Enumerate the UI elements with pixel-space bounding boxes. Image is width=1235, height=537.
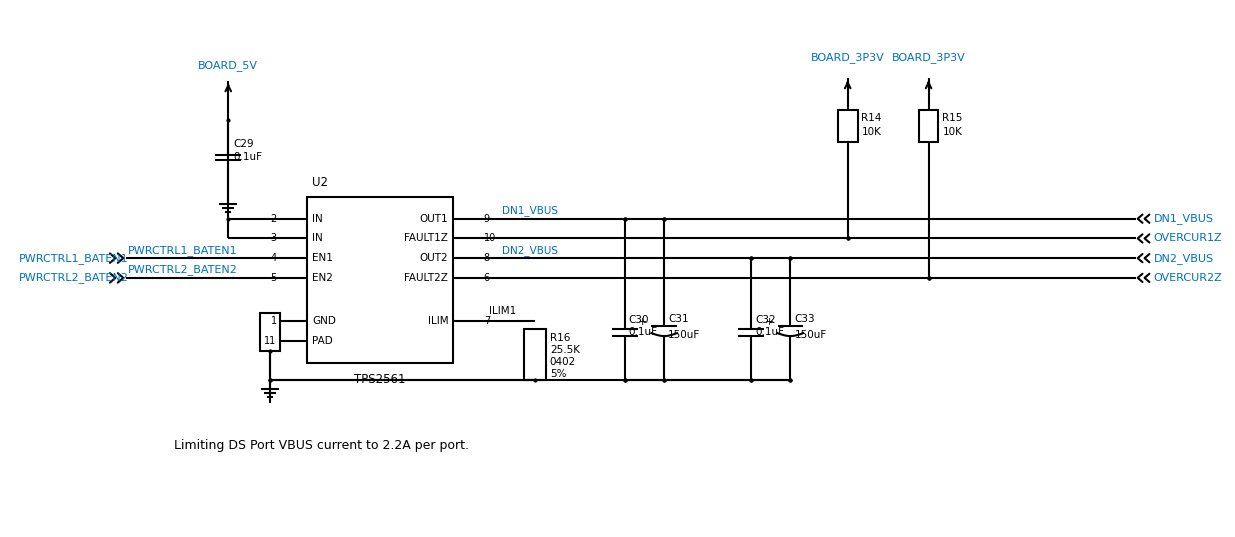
Text: R15: R15 [942,113,963,123]
Text: PAD: PAD [312,336,333,346]
Text: DN2_VBUS: DN2_VBUS [1153,253,1214,264]
Bar [308,197,453,362]
Text: IN: IN [312,214,322,224]
Text: 10: 10 [484,234,496,243]
Text: OUT1: OUT1 [420,214,448,224]
Text: 5: 5 [270,273,277,283]
Text: 0.1uF: 0.1uF [233,151,262,162]
Text: +: + [638,317,647,327]
Text: +: + [764,317,773,327]
Text: U2: U2 [312,176,329,189]
Bar [524,329,546,380]
Text: R14: R14 [862,113,882,123]
Text: Limiting DS Port VBUS current to 2.2A per port.: Limiting DS Port VBUS current to 2.2A pe… [174,439,469,452]
Text: PWRCTRL2_BATEN2: PWRCTRL2_BATEN2 [20,272,128,284]
Text: EN1: EN1 [312,253,333,263]
Text: 0.1uF: 0.1uF [755,327,784,337]
Text: PWRCTRL1_BATEN1: PWRCTRL1_BATEN1 [127,245,237,256]
Text: 150uF: 150uF [668,330,700,340]
Text: OVERCUR2Z: OVERCUR2Z [1153,273,1223,283]
Text: 5%: 5% [550,368,567,379]
Text: C31: C31 [668,314,689,324]
Text: ILIM1: ILIM1 [489,307,516,316]
Text: OVERCUR1Z: OVERCUR1Z [1153,234,1223,243]
Text: PWRCTRL1_BATEN1: PWRCTRL1_BATEN1 [20,253,128,264]
Text: 6: 6 [484,273,490,283]
Text: DN2_VBUS: DN2_VBUS [503,245,558,256]
Text: EN2: EN2 [312,273,333,283]
Text: 4: 4 [270,253,277,263]
Text: R16: R16 [550,333,571,343]
Text: 3: 3 [270,234,277,243]
Text: 2: 2 [270,214,277,224]
Text: 9: 9 [484,214,490,224]
Text: TPS2561: TPS2561 [354,373,406,386]
Text: PWRCTRL2_BATEN2: PWRCTRL2_BATEN2 [127,265,237,275]
Bar [837,110,857,142]
Bar [919,110,939,142]
Text: DN1_VBUS: DN1_VBUS [503,205,558,216]
Text: 25.5K: 25.5K [550,345,579,355]
Text: C29: C29 [233,139,254,149]
Text: C32: C32 [755,315,776,325]
Text: 7: 7 [484,316,490,326]
Text: C33: C33 [794,314,815,324]
Text: 10K: 10K [942,127,962,137]
Text: ILIM: ILIM [427,316,448,326]
Text: OUT2: OUT2 [420,253,448,263]
Text: FAULT2Z: FAULT2Z [404,273,448,283]
Text: 10K: 10K [862,127,882,137]
Text: DN1_VBUS: DN1_VBUS [1153,213,1214,224]
Text: 11: 11 [264,336,277,346]
Text: BOARD_5V: BOARD_5V [199,60,258,71]
Bar [259,314,279,351]
Text: 150uF: 150uF [794,330,826,340]
Text: BOARD_3P3V: BOARD_3P3V [811,52,884,63]
Text: GND: GND [312,316,336,326]
Text: 8: 8 [484,253,490,263]
Text: 0.1uF: 0.1uF [629,327,658,337]
Text: C30: C30 [629,315,650,325]
Text: 0402: 0402 [550,357,576,367]
Text: FAULT1Z: FAULT1Z [404,234,448,243]
Text: IN: IN [312,234,322,243]
Text: BOARD_3P3V: BOARD_3P3V [892,52,966,63]
Text: 1: 1 [270,316,277,326]
